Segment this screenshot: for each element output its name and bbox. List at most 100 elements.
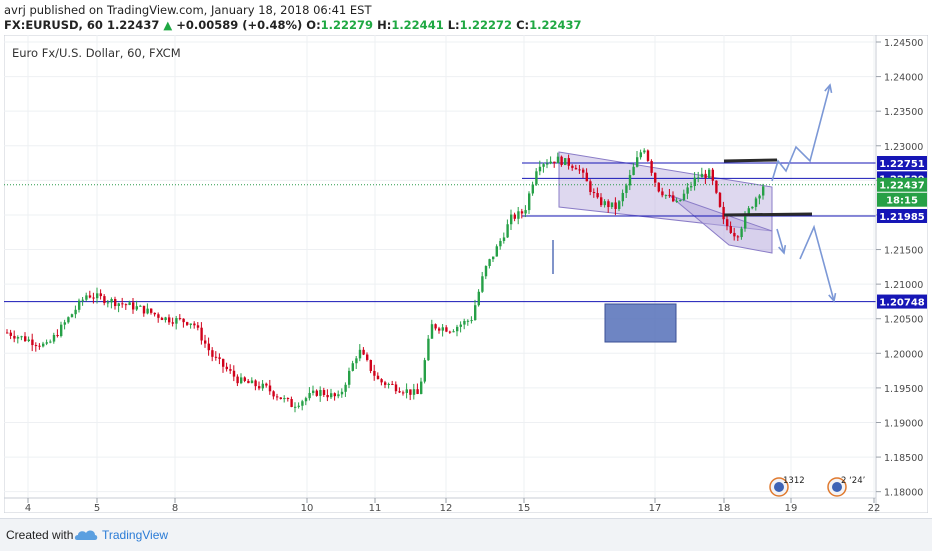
candle-up (538, 166, 542, 172)
candle-down (553, 161, 556, 164)
candle-up (20, 336, 23, 338)
quote-line: FX:EURUSD, 60 1.22437 ▲ +0.00589 (+0.48%… (4, 18, 582, 32)
candle-up (618, 201, 621, 209)
candle-down (326, 394, 329, 398)
author-name[interactable]: avrj (4, 3, 26, 17)
target-zone-box (604, 303, 677, 343)
candle-up (744, 214, 747, 229)
candle-up (441, 327, 444, 331)
candle-down (726, 219, 729, 227)
candle-up (531, 184, 534, 194)
candle-up (42, 343, 45, 347)
candle-down (380, 379, 383, 383)
candle-down (254, 380, 257, 387)
candle-down (718, 192, 722, 207)
candle-up (139, 305, 142, 307)
y-tick-label: 1.23000 (884, 142, 923, 153)
x-tick-label: 8 (172, 503, 178, 513)
candle-down (279, 397, 282, 400)
candle-up (45, 342, 48, 344)
candle-down (592, 191, 596, 194)
candle-up (488, 259, 491, 266)
y-tick-label: 1.19500 (884, 384, 923, 395)
candle-down (376, 375, 380, 380)
candle-up (632, 166, 635, 176)
candle-down (438, 328, 441, 331)
cloud-logo-icon[interactable] (74, 527, 98, 543)
y-tick-label: 1.20500 (884, 315, 923, 326)
price-label-box (877, 192, 927, 207)
candle-down (247, 380, 250, 384)
time-axis[interactable]: 4 5 8 10 11 12 15 17 18 19 22 (25, 498, 881, 514)
candle-up (387, 383, 390, 385)
candle-down (394, 384, 398, 392)
chart-header: avrj published on TradingView.com, Janua… (0, 0, 932, 34)
candle-up (175, 318, 178, 324)
price-label-box (877, 294, 927, 309)
candle-up (420, 381, 423, 394)
event-count-label: 2 ‘24’ (841, 476, 865, 486)
candle-down (315, 390, 318, 396)
candle-down (196, 325, 200, 328)
high-value: 1.22441 (391, 18, 444, 32)
candle-down (362, 349, 365, 355)
candle-down (178, 318, 182, 320)
candle-up (564, 158, 567, 165)
candle-down (290, 399, 293, 407)
candle-down (560, 156, 563, 165)
price-chart[interactable]: 1.245001.240001.235001.230001.225001.220… (3, 34, 929, 514)
candle-down (56, 334, 59, 337)
publish-line: avrj published on TradingView.com, Janua… (4, 3, 371, 17)
candle-down (736, 236, 740, 238)
drawings (552, 83, 837, 343)
x-tick-label: 11 (369, 503, 382, 513)
candle-up (78, 300, 81, 310)
candle-up (549, 161, 552, 164)
channel-extension (668, 194, 773, 254)
candle-down (513, 214, 516, 219)
candle-down (585, 172, 588, 182)
arrow-head-icon (824, 83, 833, 94)
x-tick-label: 18 (718, 503, 731, 513)
candle-down (416, 389, 419, 394)
support-marker (723, 212, 813, 217)
candle-down (142, 305, 146, 314)
candle-up (506, 224, 509, 238)
candle-up (261, 383, 264, 389)
price-change: +0.00589 (+0.48%) (176, 18, 303, 32)
candle-down (92, 297, 95, 299)
candle-down (366, 354, 369, 360)
candle-up (308, 392, 311, 399)
chart-panel[interactable]: 1.245001.240001.235001.230001.225001.220… (3, 34, 929, 514)
candle-down (121, 303, 124, 305)
candle-down (157, 314, 160, 318)
candle-up (456, 326, 459, 332)
candle-down (171, 322, 174, 324)
x-tick-label: 17 (649, 503, 662, 513)
candle-down (661, 191, 664, 196)
tradingview-link[interactable]: TradingView (102, 528, 169, 542)
candle-up (625, 185, 628, 193)
candle-up (758, 195, 761, 199)
candle-down (589, 181, 592, 192)
candle-up (110, 299, 113, 303)
candle-down (582, 169, 585, 173)
candle-down (286, 398, 290, 400)
candle-down (204, 340, 207, 344)
candle-down (168, 317, 171, 323)
candle-down (114, 299, 117, 307)
candle-up (492, 256, 495, 260)
candle-down (369, 359, 372, 371)
candle-down (150, 308, 153, 313)
candle-up (664, 194, 668, 196)
candle-up (621, 192, 624, 202)
event-icons[interactable]: 1312 2 ‘24’ (769, 476, 865, 497)
candle-down (211, 350, 214, 357)
y-tick-label: 1.24500 (884, 38, 923, 49)
candle-up (63, 322, 66, 325)
candle-down (333, 393, 336, 397)
created-with-label: Created with (6, 528, 74, 542)
candle-up (697, 177, 700, 179)
candle-up (358, 349, 362, 359)
candle-up (294, 406, 297, 408)
